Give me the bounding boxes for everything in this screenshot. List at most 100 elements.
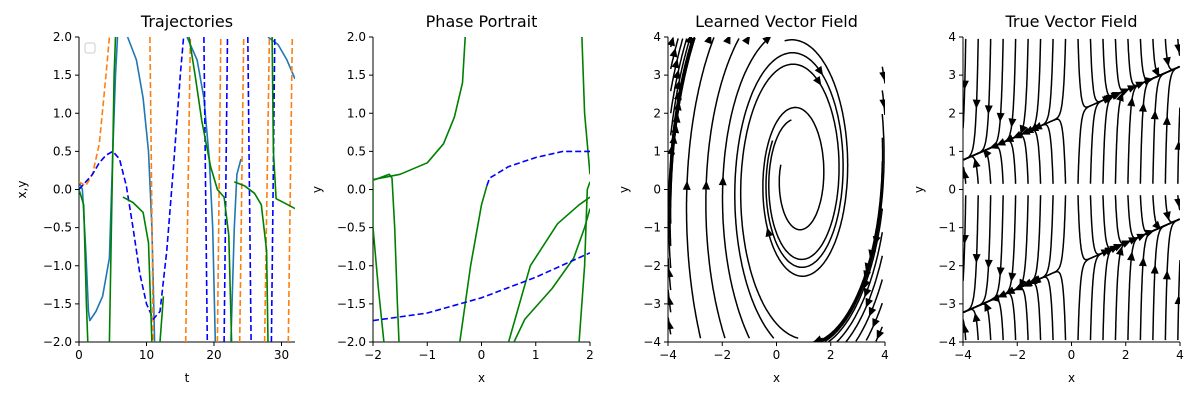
- y-tick-label: 0: [948, 183, 956, 197]
- x-axis-label: t: [185, 371, 190, 385]
- streamline-arrow: [1136, 233, 1147, 242]
- series-line: [578, 181, 590, 342]
- streamline: [1139, 218, 1180, 341]
- streamline-arrow: [1019, 124, 1028, 135]
- streamline: [739, 63, 840, 339]
- streamline-arrow: [1128, 237, 1138, 245]
- series-line: [203, 37, 209, 342]
- y-tick-label: −4: [938, 335, 956, 349]
- streamline-arrow: [876, 329, 885, 340]
- y-tick-label: −2.0: [43, 335, 72, 349]
- streamline-arrow: [963, 234, 969, 244]
- streamline: [963, 38, 1004, 161]
- y-axis-label: x,y: [15, 180, 29, 198]
- series-line: [188, 37, 233, 342]
- streamline-arrow: [1162, 211, 1171, 221]
- y-tick-label: 2: [948, 106, 956, 120]
- y-tick-label: 0.5: [347, 144, 366, 158]
- streamline-arrow: [1019, 278, 1027, 289]
- streamline-arrow: [812, 335, 823, 342]
- series-line: [230, 158, 242, 342]
- x-tick-label: 2: [586, 348, 594, 362]
- streamline-arrow: [879, 71, 885, 81]
- series-line: [108, 37, 117, 342]
- series-line: [79, 189, 89, 342]
- series-line: [513, 208, 590, 342]
- y-tick-label: −2.0: [337, 335, 366, 349]
- y-tick-label: 1: [948, 144, 956, 158]
- y-axis-label: y: [310, 186, 324, 193]
- streamline-arrow: [1008, 118, 1017, 128]
- series-line: [79, 37, 185, 320]
- streamline-arrow: [765, 227, 774, 238]
- streamline-arrow: [668, 320, 674, 330]
- y-tick-label: 4: [948, 30, 956, 44]
- y-tick-label: −1: [643, 221, 661, 235]
- streamline-arrow: [1174, 140, 1180, 150]
- streamline-arrow: [1115, 246, 1124, 256]
- x-tick-label: 4: [881, 348, 889, 362]
- x-tick-label: −2: [713, 348, 731, 362]
- streamline-arrow: [1162, 115, 1171, 126]
- x-tick-label: 2: [827, 348, 835, 362]
- x-tick-label: 20: [206, 348, 221, 362]
- streamline: [963, 195, 1029, 314]
- x-tick-label: −2: [364, 348, 382, 362]
- series-line: [159, 296, 165, 342]
- y-tick-label: −3: [938, 297, 956, 311]
- y-tick-label: −2: [938, 259, 956, 273]
- streamline-arrow: [865, 297, 874, 308]
- streamline-arrow: [1031, 275, 1042, 283]
- series-line: [238, 37, 245, 342]
- y-tick-label: −0.5: [337, 221, 366, 235]
- series-line: [287, 37, 294, 342]
- y-tick-label: 1: [653, 144, 661, 158]
- x-axis-label: x: [478, 371, 485, 385]
- series-line: [216, 37, 222, 342]
- streamline-arrow: [682, 180, 691, 190]
- series-line: [149, 37, 155, 342]
- series-line: [486, 150, 590, 186]
- plot-area: [79, 37, 295, 342]
- streamline-arrow: [668, 296, 674, 306]
- x-tick-label: 1: [532, 348, 540, 362]
- streamline-arrow: [879, 99, 885, 109]
- streamline-arrow: [723, 37, 731, 45]
- series-line: [184, 37, 192, 342]
- y-tick-label: 4: [653, 30, 661, 44]
- streamline-arrow: [872, 235, 881, 246]
- streamline-arrow: [668, 37, 675, 47]
- series-line: [79, 37, 111, 187]
- streamline-arrow: [984, 301, 992, 312]
- chart-title: True Vector Field: [1004, 12, 1137, 31]
- streamline-arrow: [1008, 272, 1017, 282]
- streamline-arrow: [996, 112, 1005, 122]
- streamline: [821, 184, 884, 342]
- chart-panel-3: Learned Vector Field −4 −2 0 2 4 −4 −3 −2 −1 0 1 2 3 4…: [617, 12, 889, 385]
- streamline-arrow: [996, 267, 1005, 277]
- y-tick-label: −1.5: [337, 297, 366, 311]
- y-tick-label: 0.5: [53, 144, 72, 158]
- streamline-arrow: [1127, 97, 1136, 107]
- series-line: [581, 37, 590, 175]
- streamline-arrow: [1174, 295, 1180, 305]
- y-tick-label: −1.5: [43, 297, 72, 311]
- streamline-arrow: [963, 323, 970, 334]
- streamline: [824, 113, 885, 342]
- series-line: [373, 252, 590, 322]
- streamline-arrow: [673, 101, 682, 111]
- streamline-arrow: [1029, 123, 1039, 132]
- y-tick-label: 3: [948, 68, 956, 82]
- x-tick-label: −1: [418, 348, 436, 362]
- y-tick-label: −1: [938, 221, 956, 235]
- streamline-arrow: [1144, 229, 1155, 238]
- series-line: [271, 37, 295, 210]
- y-tick-label: 0: [653, 183, 661, 197]
- series-line: [263, 37, 271, 342]
- y-tick-label: 1.5: [53, 68, 72, 82]
- y-tick-label: 2.0: [53, 30, 72, 44]
- streamline-arrow: [1174, 43, 1180, 54]
- streamline-arrow: [1174, 198, 1180, 208]
- y-tick-label: 0.0: [53, 183, 72, 197]
- y-tick-label: −1.0: [43, 259, 72, 273]
